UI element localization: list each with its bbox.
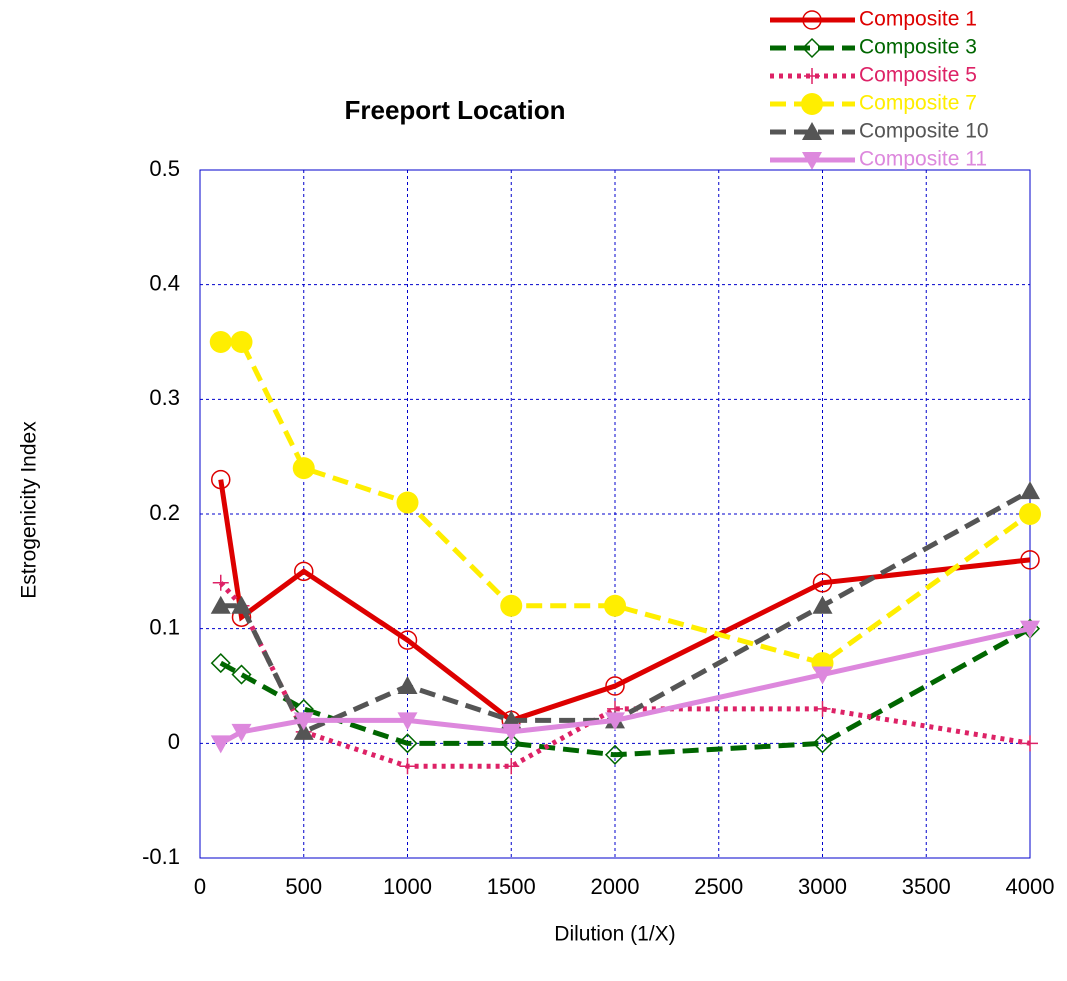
series-line xyxy=(220,488,1032,736)
x-tick-label: 3000 xyxy=(798,874,847,899)
x-tick-label: 0 xyxy=(194,874,206,899)
marker xyxy=(804,68,820,84)
marker xyxy=(396,491,419,514)
marker xyxy=(1022,735,1038,752)
marker xyxy=(503,758,520,775)
y-tick-label: 0.4 xyxy=(149,270,180,295)
legend-label: Composite 7 xyxy=(859,92,977,115)
marker xyxy=(231,595,252,614)
marker xyxy=(212,574,229,591)
marker xyxy=(802,152,822,170)
marker xyxy=(802,122,822,140)
y-tick-label: 0.2 xyxy=(149,500,180,525)
marker xyxy=(292,457,315,480)
marker xyxy=(399,758,416,775)
marker xyxy=(211,469,231,490)
x-tick-label: 2000 xyxy=(591,874,640,899)
marker xyxy=(210,653,231,674)
marker xyxy=(293,712,314,731)
legend-label: Composite 3 xyxy=(859,36,977,59)
marker xyxy=(812,573,833,593)
marker xyxy=(397,630,418,650)
y-tick-label: 0 xyxy=(168,729,180,754)
x-tick-label: 4000 xyxy=(1006,874,1055,899)
x-tick-label: 1000 xyxy=(383,874,432,899)
marker xyxy=(397,676,418,694)
marker xyxy=(1020,481,1040,500)
marker xyxy=(294,561,314,582)
marker xyxy=(814,700,831,717)
marker xyxy=(812,666,833,685)
marker xyxy=(802,10,822,30)
marker xyxy=(801,37,823,59)
marker xyxy=(605,712,625,731)
marker xyxy=(605,676,625,696)
y-tick-label: -0.1 xyxy=(142,844,180,869)
x-tick-label: 3500 xyxy=(902,874,951,899)
marker xyxy=(210,735,231,754)
marker xyxy=(812,595,833,614)
marker xyxy=(501,723,522,742)
marker xyxy=(812,733,833,754)
legend-label: Composite 10 xyxy=(859,120,989,143)
marker xyxy=(604,744,626,765)
legend: Composite 1 Composite 3 Composite 5 Composi… xyxy=(770,8,989,171)
x-tick-label: 1500 xyxy=(487,874,536,899)
marker xyxy=(209,331,232,353)
chart-title: Freeport Location xyxy=(344,95,565,125)
y-axis-label: Estrogenicity Index xyxy=(18,421,41,599)
marker xyxy=(500,594,523,617)
legend-label: Composite 11 xyxy=(859,148,987,171)
y-tick-label: 0.1 xyxy=(149,614,180,639)
marker xyxy=(1019,503,1041,525)
legend-label: Composite 5 xyxy=(859,64,977,87)
series-line xyxy=(218,581,1031,769)
y-tick-label: 0.3 xyxy=(149,385,180,410)
series-line xyxy=(219,626,1031,746)
marker xyxy=(231,723,252,742)
marker xyxy=(1020,620,1040,639)
series-line xyxy=(219,626,1032,758)
marker xyxy=(801,93,823,115)
marker xyxy=(1020,550,1040,570)
marker xyxy=(230,331,253,353)
marker xyxy=(397,712,418,731)
series-line xyxy=(218,479,1031,724)
x-axis-label: Dilution (1/X) xyxy=(554,923,675,946)
x-tick-label: 2500 xyxy=(694,874,743,899)
marker xyxy=(501,733,522,754)
marker xyxy=(231,664,252,685)
marker xyxy=(293,721,314,740)
x-tick-label: 500 xyxy=(285,874,322,899)
marker xyxy=(397,733,418,754)
marker xyxy=(604,594,626,617)
y-tick-label: 0.5 xyxy=(149,156,180,181)
legend-label: Composite 1 xyxy=(859,8,977,31)
series-line xyxy=(220,339,1032,666)
marker xyxy=(210,595,231,614)
